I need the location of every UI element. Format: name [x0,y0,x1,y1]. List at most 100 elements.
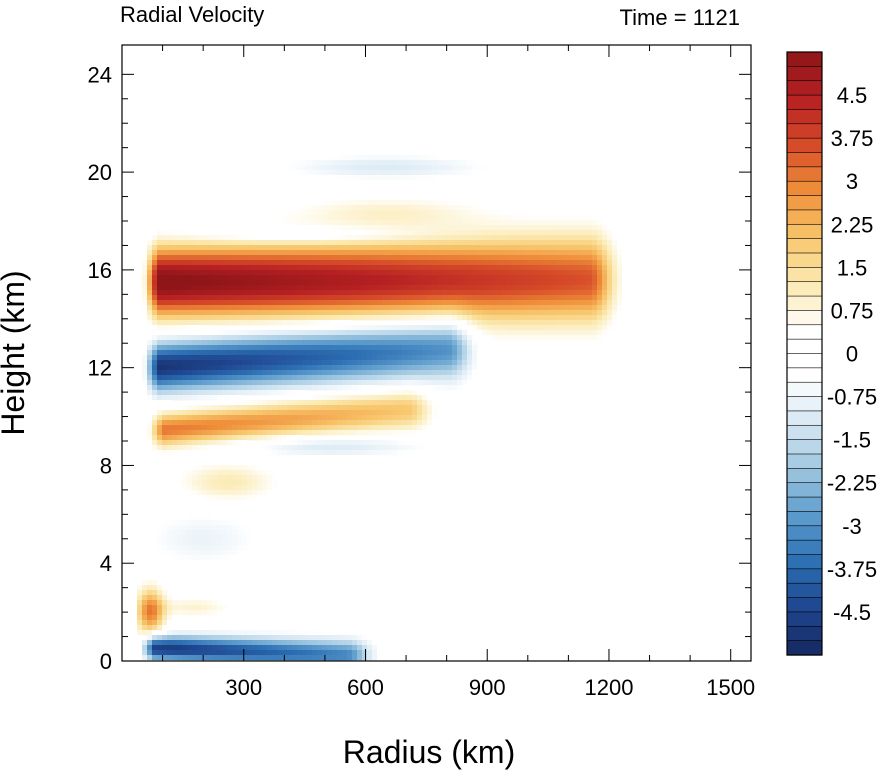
heatmap-cell [317,445,323,451]
heatmap-cell [427,315,433,321]
heatmap-cell [557,260,563,266]
heatmap-cell [582,235,588,241]
heatmap-cell [367,155,373,161]
heatmap-cell [442,380,448,386]
heatmap-cell [182,475,188,481]
heatmap-cell [227,520,233,526]
heatmap-cell [607,245,613,251]
heatmap-cell [432,305,438,311]
heatmap-cell [562,230,568,236]
heatmap-cell [312,645,318,651]
heatmap-cell [387,275,393,281]
heatmap-cell [417,165,423,171]
heatmap-cell [277,305,283,311]
heatmap-cell [222,650,228,656]
heatmap-cell [412,245,418,251]
heatmap-cell [267,445,273,451]
heatmap-cell [247,400,253,406]
heatmap-cell [172,420,178,426]
heatmap-cell [212,320,218,326]
heatmap-cell [397,375,403,381]
heatmap-cell [477,275,483,281]
heatmap-cell [152,315,158,321]
heatmap-cell [262,265,268,271]
heatmap-cell [532,220,538,226]
heatmap-cell [317,285,323,291]
heatmap-cell [357,450,363,456]
heatmap-cell [347,655,353,661]
heatmap-cell [522,240,528,246]
heatmap-cell [597,275,603,281]
heatmap-cell [452,165,458,171]
heatmap-cell [247,490,253,496]
heatmap-cell [442,310,448,316]
heatmap-cell [332,630,338,636]
heatmap-cell [207,430,213,436]
heatmap-cell [492,210,498,216]
heatmap-cell [232,495,238,501]
heatmap-cell [482,220,488,226]
heatmap-cell [242,280,248,286]
heatmap-cell [152,380,158,386]
heatmap-cell [212,555,218,561]
heatmap-cell [437,360,443,366]
heatmap-cell [337,245,343,251]
heatmap-cell [362,325,368,331]
heatmap-cell [582,290,588,296]
heatmap-cell [387,375,393,381]
heatmap-cell [307,305,313,311]
heatmap-cell [347,440,353,446]
heatmap-cell [332,315,338,321]
heatmap-cell [432,370,438,376]
heatmap-cell [222,340,228,346]
heatmap-cell [192,610,198,616]
heatmap-cell [587,275,593,281]
heatmap-cell [502,330,508,336]
heatmap-cell [237,235,243,241]
heatmap-cell [402,365,408,371]
heatmap-cell [177,345,183,351]
heatmap-cell [607,230,613,236]
heatmap-cell [192,645,198,651]
heatmap-cell [417,360,423,366]
heatmap-cell [217,600,223,606]
heatmap-cell [442,375,448,381]
heatmap-cell [497,330,503,336]
heatmap-cell [237,340,243,346]
heatmap-cell [212,380,218,386]
heatmap-cell [197,475,203,481]
heatmap-cell [167,435,173,441]
heatmap-cell [192,655,198,661]
heatmap-cell [462,160,468,166]
heatmap-cell [362,395,368,401]
heatmap-cell [507,310,513,316]
heatmap-cell [187,225,193,231]
heatmap-cell [297,440,303,446]
heatmap-cell [162,450,168,456]
heatmap-cell [212,520,218,526]
heatmap-cell [532,235,538,241]
heatmap-cell [212,255,218,261]
heatmap-cell [392,375,398,381]
heatmap-cell [167,635,173,641]
heatmap-cell [422,230,428,236]
heatmap-cell [287,650,293,656]
heatmap-cell [147,585,153,591]
heatmap-cell [177,290,183,296]
heatmap-cell [222,290,228,296]
heatmap-cell [202,325,208,331]
heatmap-cell [142,540,148,546]
heatmap-cell [377,215,383,221]
heatmap-cell [347,165,353,171]
heatmap-cell [182,640,188,646]
heatmap-cell [337,160,343,166]
heatmap-cell [592,330,598,336]
colorbar-box [786,310,823,326]
heatmap-cell [232,515,238,521]
heatmap-cell [362,160,368,166]
heatmap-cell [327,450,333,456]
heatmap-cell [197,390,203,396]
heatmap-cell [587,280,593,286]
heatmap-cell [217,225,223,231]
heatmap-cell [337,340,343,346]
